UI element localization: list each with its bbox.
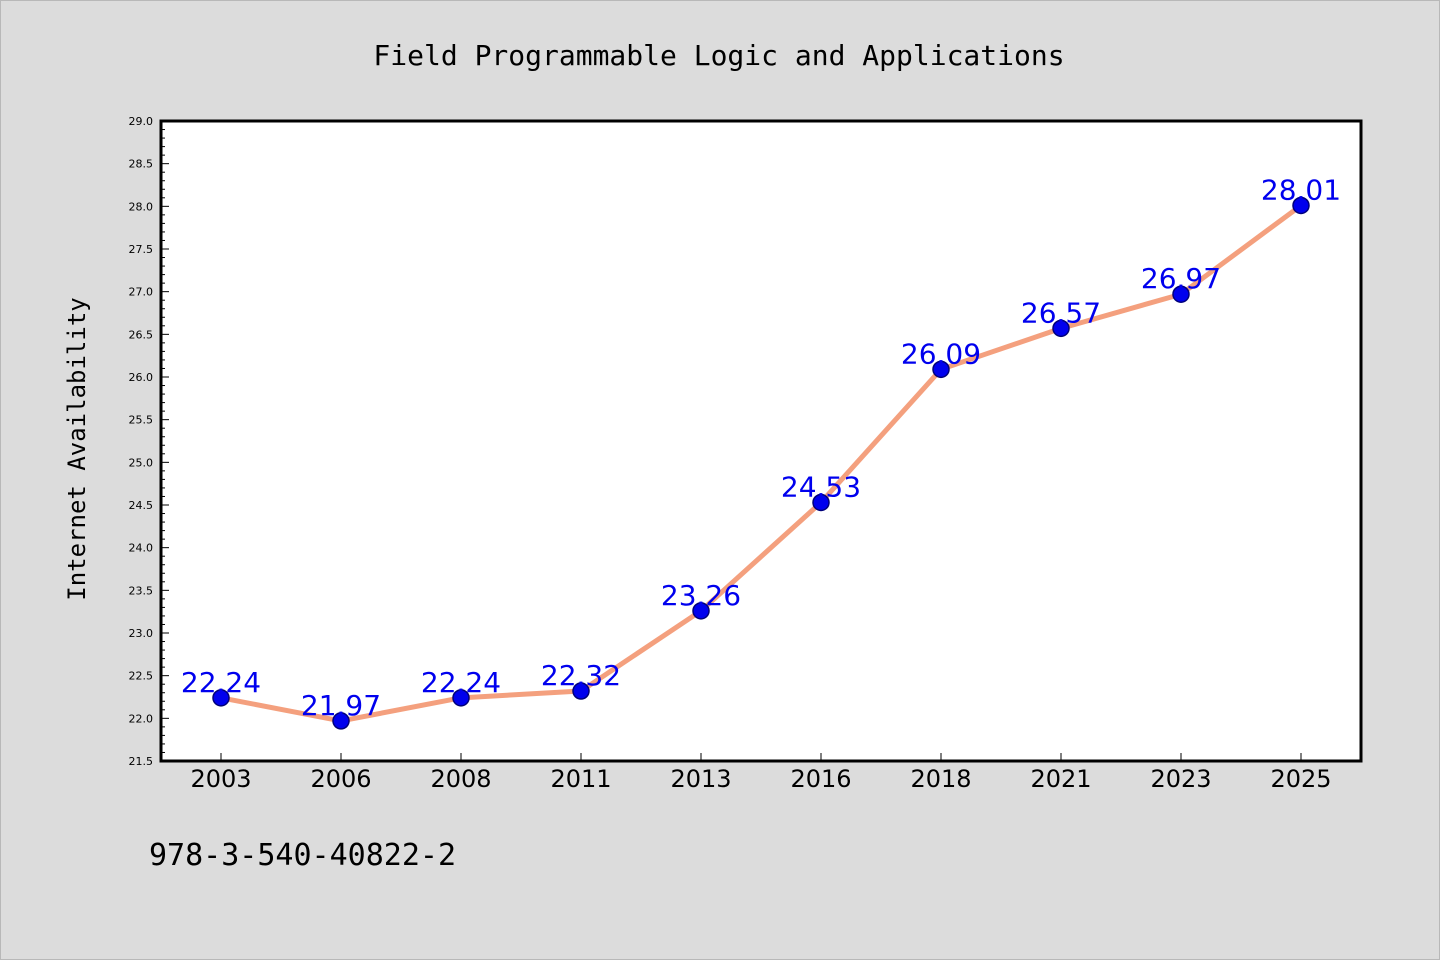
x-tick-label: 2016 xyxy=(790,765,851,793)
x-tick-label: 2021 xyxy=(1030,765,1091,793)
data-label: 26.09 xyxy=(901,337,981,370)
series-line-group xyxy=(218,202,1304,724)
y-tick-label: 27.0 xyxy=(129,286,154,299)
data-label: 24.53 xyxy=(781,470,861,503)
series-line xyxy=(218,202,1304,724)
data-label: 26.97 xyxy=(1141,262,1221,295)
plot-frame xyxy=(159,119,1363,763)
data-point xyxy=(932,360,950,379)
y-tick-label: 21.5 xyxy=(129,755,154,768)
y-tick-label: 25.0 xyxy=(129,456,154,469)
plot-area xyxy=(161,121,1361,761)
data-point xyxy=(1052,319,1070,338)
y-tick-label: 26.0 xyxy=(129,371,154,384)
x-tick-label: 2018 xyxy=(910,765,971,793)
x-tick-label: 2011 xyxy=(550,765,611,793)
y-tick-label: 22.0 xyxy=(129,712,154,725)
data-point xyxy=(812,493,830,512)
y-tick-label: 26.5 xyxy=(129,328,154,341)
data-point xyxy=(692,602,710,620)
data-point xyxy=(1172,285,1190,303)
data-label: 23.26 xyxy=(661,579,741,612)
data-label: 22.24 xyxy=(421,666,501,699)
data-label: 28.01 xyxy=(1261,173,1341,206)
data-labels: 22.24 21.97 22.24 22.32 23.26 24.53 26.09 26.57… xyxy=(181,173,1341,721)
y-tick-label: 24.5 xyxy=(129,499,154,512)
data-markers xyxy=(212,196,1310,730)
chart-title: Field Programmable Logic and Application… xyxy=(373,39,1064,72)
y-tick-label: 24.0 xyxy=(129,542,154,555)
x-tick-label: 2006 xyxy=(310,765,371,793)
y-tick-label: 28.5 xyxy=(129,158,154,171)
data-point xyxy=(452,689,470,707)
x-tick-label: 2025 xyxy=(1270,765,1331,793)
x-axis-ticks: 2003 2006 2008 2011 2013 2016 2018 2021 2023 2025 xyxy=(190,753,1332,793)
isbn-text: 978-3-540-40822-2 xyxy=(149,838,456,873)
y-tick-label: 29.0 xyxy=(129,115,154,128)
y-axis-label: Internet Availability xyxy=(63,297,91,600)
data-label: 22.32 xyxy=(541,659,621,692)
data-point xyxy=(212,689,230,707)
data-label: 26.57 xyxy=(1021,296,1101,329)
y-tick-label: 25.5 xyxy=(129,414,154,427)
y-tick-label: 23.5 xyxy=(129,584,154,597)
data-label: 21.97 xyxy=(301,689,381,722)
y-tick-label: 27.5 xyxy=(129,243,154,256)
y-tick-label: 22.5 xyxy=(129,670,154,683)
x-tick-label: 2003 xyxy=(190,765,251,793)
data-point xyxy=(1292,196,1310,215)
x-tick-label: 2008 xyxy=(430,765,491,793)
x-tick-label: 2023 xyxy=(1150,765,1211,793)
data-point xyxy=(572,682,590,700)
data-point xyxy=(332,712,350,730)
data-label: 22.24 xyxy=(181,666,261,699)
y-tick-label: 23.0 xyxy=(129,627,154,640)
y-tick-label: 28.0 xyxy=(129,200,154,213)
x-tick-label: 2013 xyxy=(670,765,731,793)
